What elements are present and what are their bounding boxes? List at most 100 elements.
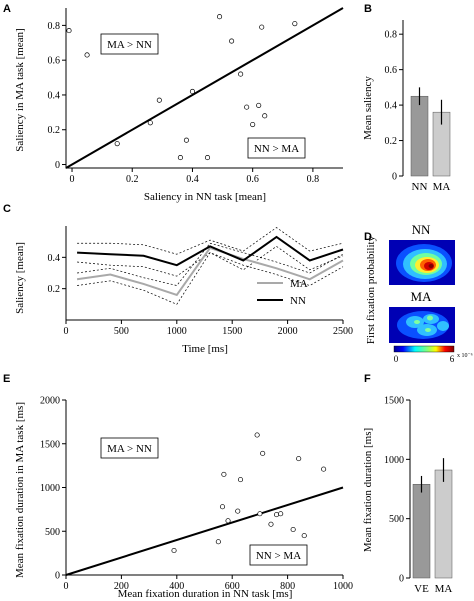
- panel-b-y-tick-label: 0.8: [385, 30, 398, 41]
- panel-c-y-tick-label: 0.2: [48, 284, 61, 295]
- panel-c-line-chart: 0 500 1000 1500 2000 2500 0.2 0.4 MA NN Time [m…: [14, 226, 353, 355]
- panel-b-bar-chart: 0 0.2 0.4 0.6 0.8 NN MA Mean saliency: [362, 20, 450, 193]
- panel-f-category-label: MA: [435, 583, 453, 595]
- panel-a-data-point: [292, 21, 298, 27]
- panel-c-x-tick-label: 500: [114, 326, 129, 337]
- panel-e-data-point: [273, 512, 280, 518]
- series-ma-line: [76, 246, 344, 297]
- panel-e-scatter: 0 200 400 600 800 1000 0 500 1000 1500 2000 MA > N…: [14, 396, 353, 601]
- panel-label-c: C: [3, 203, 11, 215]
- colorbar-exponent: x 10⁻⁶: [457, 353, 473, 359]
- panel-c-x-tick-label: 2500: [333, 326, 353, 337]
- panel-a-data-point: [217, 14, 223, 20]
- panel-a-annotation-ma-gt-nn: MA > NN: [107, 39, 152, 51]
- panel-a-y-tick-label: 0.4: [48, 90, 61, 101]
- panel-a-x-tick-label: 0.2: [126, 174, 139, 185]
- panel-b-y-tick-label: 0.2: [385, 136, 398, 147]
- panel-e-regression-line: [65, 486, 344, 576]
- panel-e-x-tick-label: 600: [225, 581, 240, 592]
- panel-a-data-point: [262, 113, 268, 119]
- panel-e-x-axis-label: Mean fixation duration in NN task [ms]: [118, 588, 293, 600]
- panel-label-b: B: [364, 3, 372, 15]
- heatmap-ma: [389, 307, 455, 343]
- panel-a-diagonal-line: [65, 7, 344, 169]
- panel-e-data-point: [215, 539, 221, 545]
- panel-a-data-point: [177, 155, 183, 161]
- panel-e-data-point: [237, 477, 244, 483]
- panel-a-data-point: [256, 102, 262, 108]
- series-nn-upper-bound: [77, 227, 344, 255]
- panel-f-y-tick-label: 1500: [384, 396, 404, 407]
- series-nn-line: [77, 235, 344, 267]
- panel-e-x-tick-label: 400: [169, 581, 184, 592]
- panel-d-y-axis-label: First fixation probability: [365, 235, 377, 344]
- panel-b-category-label: MA: [433, 181, 451, 193]
- heatmap-nn: [389, 240, 455, 285]
- panel-b-y-tick-label: 0.4: [385, 101, 398, 112]
- panel-a-data-point: [259, 24, 265, 30]
- panel-label-f: F: [364, 373, 371, 385]
- series-ma-upper-bound: [77, 242, 344, 286]
- legend-label-ma: MA: [290, 278, 308, 290]
- panel-a-data-point: [244, 104, 250, 110]
- panel-e-y-tick-label: 1500: [40, 439, 60, 450]
- panel-c-x-tick-label: 2000: [278, 326, 298, 337]
- panel-e-data-point: [171, 547, 177, 554]
- panel-f-y-tick-label: 500: [389, 514, 404, 525]
- panel-a-annotation-box-ma: [100, 33, 159, 55]
- panel-f-y-tick-label: 0: [399, 574, 404, 585]
- panel-a-data-point: [238, 71, 244, 77]
- heatmap-title-ma: MA: [411, 289, 433, 304]
- panel-a-scatter: 0 0.2 0.4 0.6 0.8 0 0.2 0.4 0.6 0.8 MA > NN NN > …: [14, 7, 344, 203]
- panel-a-x-axis-label: Saliency in NN task [mean]: [144, 191, 266, 203]
- panel-e-data-point: [301, 533, 307, 539]
- panel-a-x-tick-label: 0.4: [186, 174, 199, 185]
- panel-a-x-tick-label: 0.8: [307, 174, 320, 185]
- panel-b-category-label: NN: [412, 181, 428, 193]
- panel-a-data-point: [250, 121, 256, 128]
- panel-e-data-point: [221, 471, 227, 477]
- panel-a-data-point: [156, 97, 162, 103]
- panel-label-d: D: [364, 231, 372, 243]
- panel-e-x-tick-label: 200: [114, 581, 129, 592]
- panel-c-x-axis-label: Time [ms]: [182, 343, 228, 355]
- colorbar-tick-min: 0: [394, 354, 399, 364]
- panel-e-annotation-nn-gt-ma: NN > MA: [256, 550, 301, 562]
- panel-f-bar-chart: 0 500 1000 1500 VE MA Mean fixation duration …: [362, 396, 452, 596]
- panel-a-data-point: [183, 137, 189, 143]
- series-nn-lower-bound: [77, 245, 344, 277]
- colorbar-tick-max: 6: [450, 354, 455, 364]
- panel-e-data-point: [321, 466, 327, 472]
- panel-b-y-tick-label: 0.6: [385, 65, 398, 76]
- panel-c-y-axis-label: Saliency [mean]: [14, 242, 26, 314]
- panel-c-x-tick-label: 1500: [222, 326, 242, 337]
- panel-e-data-point: [278, 511, 284, 517]
- panel-f-bar: [412, 484, 431, 579]
- panel-f-y-tick-label: 1000: [384, 455, 404, 466]
- panel-e-data-point: [219, 504, 226, 510]
- panel-e-data-point: [235, 508, 241, 514]
- panel-a-y-axis-label: Saliency in MA task [mean]: [14, 28, 26, 151]
- panel-a-annotation-box-nn: [247, 137, 306, 159]
- panel-a-data-point: [84, 52, 90, 58]
- panel-a-data-point: [147, 120, 153, 126]
- panel-e-x-tick-label: 800: [280, 581, 295, 592]
- heatmap-colorbar: [393, 345, 455, 353]
- panel-a-data-point: [229, 38, 235, 44]
- panel-c-x-tick-label: 1000: [167, 326, 187, 337]
- panel-a-data-point: [204, 155, 211, 161]
- panel-c-legend: MA NN: [257, 278, 308, 307]
- panel-a-x-tick-label: 0.6: [246, 174, 259, 185]
- panel-a-annotation-nn-gt-ma: NN > MA: [254, 143, 299, 155]
- panel-a-y-tick-label: 0.8: [48, 21, 61, 32]
- panel-e-y-tick-label: 2000: [40, 396, 60, 407]
- panel-e-y-axis-label: Mean fixation duration in MA task [ms]: [14, 402, 26, 578]
- panel-a-y-tick-label: 0: [55, 160, 60, 171]
- panel-d-heatmaps: First fixation probability NN MA 0 6: [365, 222, 473, 364]
- panel-e-data-point: [296, 456, 302, 462]
- panel-c-y-tick-label: 0.4: [48, 253, 61, 264]
- panel-e-annotation-box-ma: [100, 437, 159, 459]
- panel-b-y-tick-label: 0: [392, 172, 397, 183]
- panel-label-e: E: [3, 373, 10, 385]
